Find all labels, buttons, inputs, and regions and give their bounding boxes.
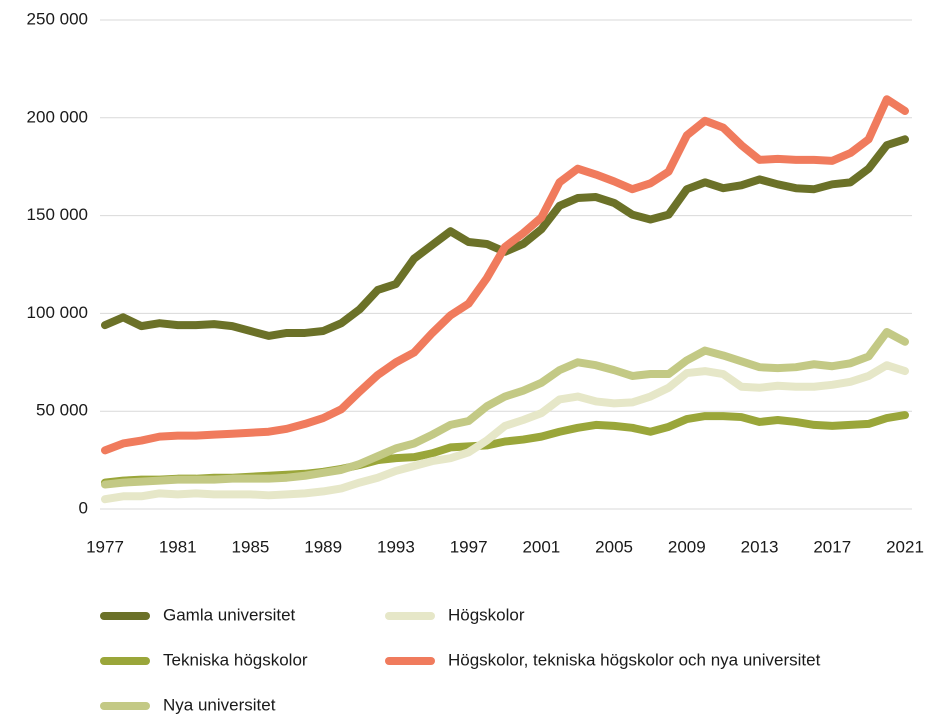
x-tick-label: 1977: [86, 537, 124, 556]
x-tick-label: 2005: [595, 537, 633, 556]
legend-label: Högskolor, tekniska högskolor och nya un…: [448, 650, 821, 669]
x-tick-label: 1985: [232, 537, 270, 556]
series-line: [101, 135, 909, 340]
y-tick-label: 150 000: [27, 205, 88, 224]
x-tick-label: 1997: [450, 537, 488, 556]
y-tick-label: 200 000: [27, 107, 88, 126]
legend-label: Högskolor: [448, 605, 525, 624]
x-tick-label: 1993: [377, 537, 415, 556]
x-tick-label: 1981: [159, 537, 197, 556]
legend-label: Tekniska högskolor: [163, 650, 308, 669]
series-line: [101, 95, 909, 455]
y-tick-label: 0: [79, 498, 88, 517]
x-tick-label: 2009: [668, 537, 706, 556]
x-tick-label: 2017: [813, 537, 851, 556]
y-tick-label: 100 000: [27, 303, 88, 322]
legend-label: Gamla universitet: [163, 605, 296, 624]
x-tick-label: 1989: [304, 537, 342, 556]
series-line: [101, 361, 909, 504]
legend-label: Nya universitet: [163, 695, 276, 714]
x-tick-label: 2021: [886, 537, 924, 556]
y-tick-label: 50 000: [36, 401, 88, 420]
x-tick-label: 2013: [741, 537, 779, 556]
series-line: [101, 327, 909, 489]
x-tick-label: 2001: [522, 537, 560, 556]
y-tick-label: 250 000: [27, 9, 88, 28]
